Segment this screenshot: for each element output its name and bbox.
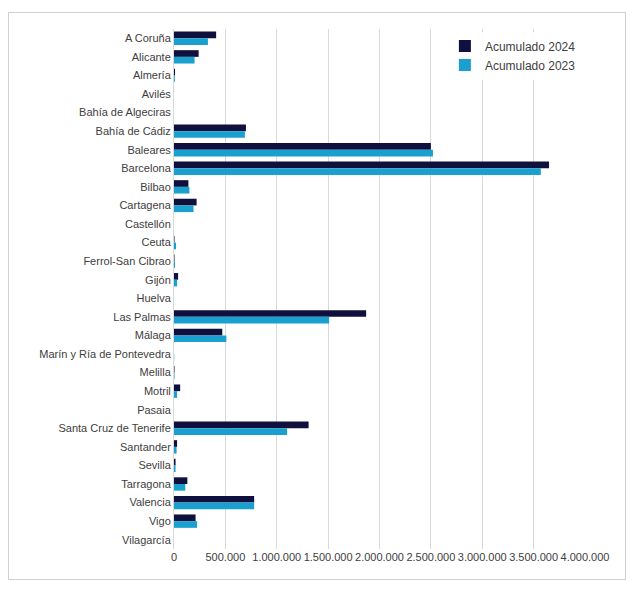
svg-text:Ceuta: Ceuta [141, 236, 171, 248]
svg-text:1.000.000: 1.000.000 [252, 551, 301, 563]
svg-text:Vigo: Vigo [149, 515, 171, 527]
svg-text:Pasaia: Pasaia [137, 404, 172, 416]
svg-text:Almería: Almería [133, 69, 172, 81]
svg-text:3.500.000: 3.500.000 [509, 551, 558, 563]
svg-text:Sevilla: Sevilla [138, 459, 171, 471]
svg-text:Las Palmas: Las Palmas [113, 311, 171, 323]
svg-text:Bahía de Algeciras: Bahía de Algeciras [79, 106, 171, 118]
svg-text:Bilbao: Bilbao [140, 181, 171, 193]
svg-text:Marín y Ría de Pontevedra: Marín y Ría de Pontevedra [39, 348, 171, 360]
svg-text:Barcelona: Barcelona [121, 162, 171, 174]
svg-text:Gijón: Gijón [145, 274, 171, 286]
svg-text:Huelva: Huelva [137, 292, 172, 304]
svg-text:Santa Cruz de Tenerife: Santa Cruz de Tenerife [58, 422, 170, 434]
svg-text:Alicante: Alicante [132, 51, 171, 63]
svg-text:A Coruña: A Coruña [125, 32, 172, 44]
svg-text:Málaga: Málaga [135, 329, 172, 341]
svg-text:Santander: Santander [120, 441, 171, 453]
svg-text:3.000.000: 3.000.000 [458, 551, 507, 563]
svg-text:2.000.000: 2.000.000 [355, 551, 404, 563]
svg-text:1.500.000: 1.500.000 [304, 551, 353, 563]
svg-text:4.000.000: 4.000.000 [561, 551, 610, 563]
svg-text:Ferrol-San Cibrao: Ferrol-San Cibrao [83, 255, 170, 267]
svg-text:Melilla: Melilla [140, 366, 172, 378]
svg-text:Cartagena: Cartagena [119, 199, 171, 211]
svg-text:Baleares: Baleares [127, 144, 171, 156]
svg-text:Acumulado 2024: Acumulado 2024 [485, 40, 575, 54]
svg-text:Vilagarcía: Vilagarcía [122, 534, 172, 546]
svg-text:Acumulado 2023: Acumulado 2023 [485, 59, 575, 73]
svg-text:Motril: Motril [144, 385, 171, 397]
svg-text:Bahía de Cádiz: Bahía de Cádiz [96, 125, 171, 137]
svg-text:2.500.000: 2.500.000 [406, 551, 455, 563]
svg-text:Avilés: Avilés [142, 88, 172, 100]
svg-text:Castellón: Castellón [125, 218, 171, 230]
svg-text:Tarragona: Tarragona [121, 478, 171, 490]
svg-text:500.000: 500.000 [205, 551, 245, 563]
svg-text:Valencia: Valencia [129, 496, 171, 508]
svg-text:0: 0 [171, 551, 177, 563]
